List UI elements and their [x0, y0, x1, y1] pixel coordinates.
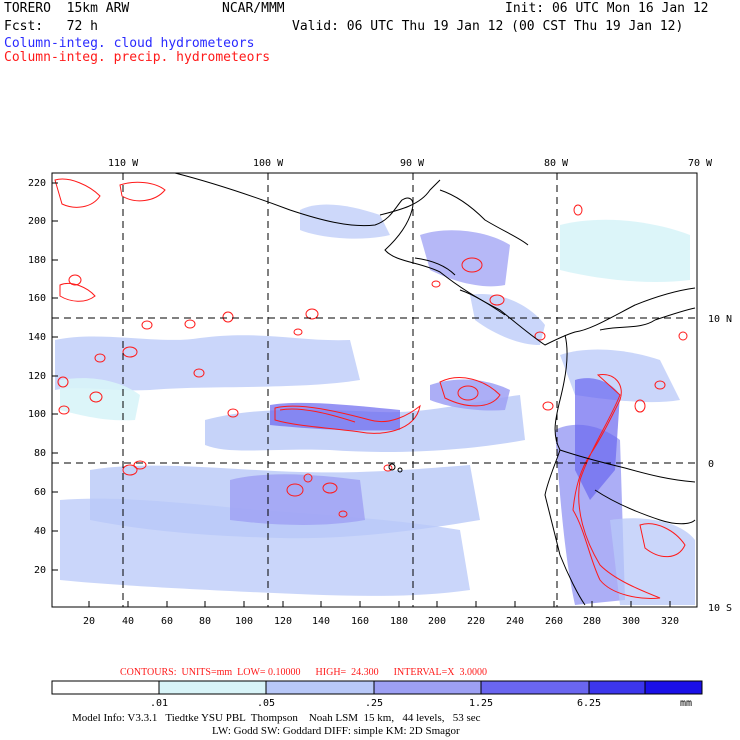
cloud-shading — [55, 204, 695, 605]
bottom-tick-label: 280 — [583, 616, 601, 627]
bottom-tick-label: 100 — [235, 616, 253, 627]
colorbar-bin — [644, 680, 703, 695]
bottom-tick-label: 180 — [390, 616, 408, 627]
top-label-70w: 70 W — [688, 158, 713, 169]
valid-time: Valid: 06 UTC Thu 19 Jan 12 (00 CST Thu … — [292, 19, 684, 34]
bottom-tick-label: 20 — [83, 616, 95, 627]
colorbar-bin — [373, 680, 482, 695]
bottom-tick-label: 260 — [545, 616, 563, 627]
field-precip-label: Column-integ. precip. hydrometeors — [4, 50, 271, 65]
model-info-line2: LW: Godd SW: Goddard DIFF: simple KM: 2D… — [212, 725, 460, 737]
left-tick-label: 100 — [28, 409, 46, 420]
left-tick-label: 40 — [34, 526, 46, 537]
left-tick-label: 120 — [28, 371, 46, 382]
colorbar-tick: .25 — [365, 698, 383, 709]
colorbar-bin — [480, 680, 590, 695]
bottom-tick-label: 40 — [122, 616, 134, 627]
field-cloud-label: Column-integ. cloud hydrometeors — [4, 36, 255, 51]
right-label-10n: 10 N — [708, 314, 732, 325]
bottom-tick-label: 200 — [428, 616, 446, 627]
colorbar-tick: .05 — [257, 698, 275, 709]
colorbar-bin — [158, 680, 267, 695]
top-label-100w: 100 W — [253, 158, 284, 169]
bottom-tick-label: 80 — [199, 616, 211, 627]
right-label-10s: 10 S — [708, 603, 732, 614]
colorbar-tick: .01 — [150, 698, 168, 709]
bottom-tick-label: 240 — [506, 616, 524, 627]
top-label-80w: 80 W — [544, 158, 569, 169]
right-label-0: 0 — [708, 459, 714, 470]
center-label: NCAR/MMM — [222, 1, 285, 16]
bottom-tick-label: 220 — [467, 616, 485, 627]
bottom-tick-label: 160 — [351, 616, 369, 627]
model-info-line1: Model Info: V3.3.1 Tiedtke YSU PBL Thomp… — [72, 712, 481, 724]
left-tick-label: 60 — [34, 487, 46, 498]
bottom-tick-label: 60 — [161, 616, 173, 627]
bottom-tick-label: 300 — [622, 616, 640, 627]
coastlines — [174, 172, 696, 606]
left-tick-label: 140 — [28, 332, 46, 343]
bottom-tick-label: 140 — [312, 616, 330, 627]
precip-contours — [54, 178, 688, 599]
left-tick-label: 160 — [28, 293, 46, 304]
model-title: TORERO 15km ARW — [4, 1, 130, 16]
colorbar-bin — [51, 680, 160, 695]
top-label-110w: 110 W — [108, 158, 139, 169]
forecast-hour: Fcst: 72 h — [4, 19, 98, 34]
bottom-tick-label: 120 — [274, 616, 292, 627]
graticule — [52, 173, 697, 607]
left-tick-label: 200 — [28, 216, 46, 227]
left-tick-label: 80 — [34, 448, 46, 459]
colorbar-tick: 6.25 — [577, 698, 601, 709]
colorbar-tick: 1.25 — [469, 698, 493, 709]
colorbar-unit: mm — [680, 698, 692, 709]
left-tick-label: 220 — [28, 178, 46, 189]
colorbar-bin — [265, 680, 375, 695]
contours-info: CONTOURS: UNITS=mm LOW= 0.10000 HIGH= 24… — [120, 667, 487, 678]
left-tick-label: 180 — [28, 255, 46, 266]
axis-ticks — [52, 182, 671, 607]
left-tick-label: 20 — [34, 565, 46, 576]
map-frame — [51, 172, 698, 608]
init-time: Init: 06 UTC Mon 16 Jan 12 — [505, 1, 709, 16]
bottom-tick-label: 320 — [661, 616, 679, 627]
colorbar — [51, 680, 703, 695]
top-label-90w: 90 W — [400, 158, 425, 169]
colorbar-bin — [588, 680, 646, 695]
